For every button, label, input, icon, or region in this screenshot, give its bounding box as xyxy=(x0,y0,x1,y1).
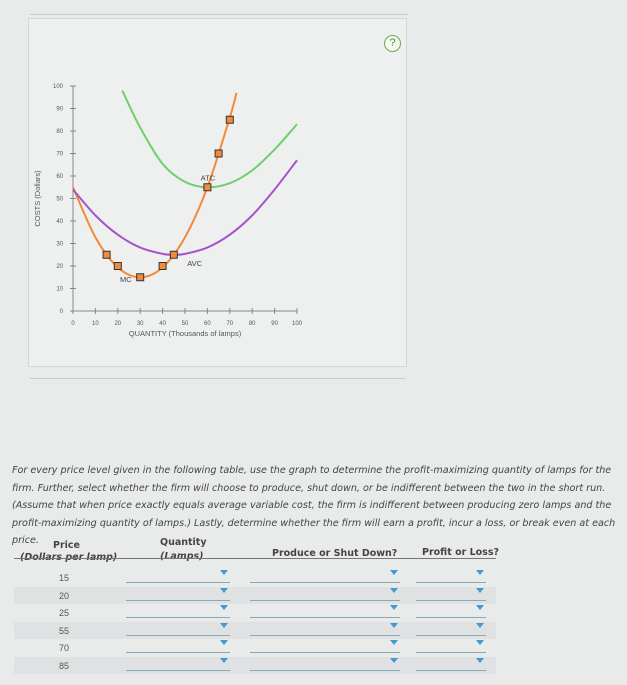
price-cell: 25 xyxy=(59,608,70,618)
quantity-dropdown[interactable] xyxy=(126,639,230,653)
chevron-down-icon xyxy=(220,640,228,645)
table-row: 70 xyxy=(14,639,496,657)
header-quantity: Quantity xyxy=(160,537,207,548)
x-tick-label: 60 xyxy=(204,321,211,327)
avc-curve xyxy=(72,159,298,256)
chevron-down-icon xyxy=(390,570,398,575)
profit-dropdown[interactable] xyxy=(416,639,486,653)
profit-dropdown[interactable] xyxy=(416,587,486,601)
chevron-down-icon xyxy=(390,622,398,628)
graph-panel xyxy=(28,18,407,367)
chevron-down-icon xyxy=(220,605,228,610)
produce-dropdown[interactable] xyxy=(250,657,400,671)
instructions-text: For every price level given in the follo… xyxy=(12,465,616,546)
y-tick-label: 100 xyxy=(53,84,64,90)
table-row: 85 xyxy=(14,656,496,674)
chevron-down-icon xyxy=(220,622,228,628)
profit-dropdown[interactable] xyxy=(416,657,486,671)
y-tick-label: 90 xyxy=(56,107,63,113)
x-tick-label: 20 xyxy=(114,321,121,327)
produce-dropdown[interactable] xyxy=(250,639,400,653)
mc-point xyxy=(225,115,234,124)
mc-point xyxy=(169,250,178,259)
table-row: 55 xyxy=(14,621,496,639)
chevron-down-icon xyxy=(476,657,484,663)
quantity-dropdown[interactable] xyxy=(126,622,230,636)
mc-point xyxy=(136,273,145,282)
x-tick-label: 10 xyxy=(92,321,99,327)
profit-dropdown[interactable] xyxy=(416,622,486,636)
y-tick-label: 80 xyxy=(56,129,63,135)
table-row: 15 xyxy=(14,569,496,587)
header-quantity-unit: (Lamps) xyxy=(160,551,204,562)
chevron-down-icon xyxy=(390,640,398,645)
x-tick-label: 70 xyxy=(226,321,233,327)
quantity-dropdown[interactable] xyxy=(126,604,230,618)
y-tick-label: 40 xyxy=(56,219,63,225)
chevron-down-icon xyxy=(476,605,484,610)
top-divider xyxy=(30,14,408,15)
profit-dropdown[interactable] xyxy=(416,604,486,618)
chevron-down-icon xyxy=(390,605,398,610)
chevron-down-icon xyxy=(390,657,398,663)
produce-dropdown[interactable] xyxy=(250,622,400,636)
mc-point xyxy=(203,183,212,192)
mc-curve xyxy=(72,92,238,279)
table-row: 20 xyxy=(14,586,496,604)
chevron-down-icon xyxy=(390,587,398,593)
help-button[interactable]: ? xyxy=(384,35,401,52)
x-tick-label: 80 xyxy=(249,321,256,327)
produce-dropdown[interactable] xyxy=(250,569,400,583)
y-tick-label: 0 xyxy=(60,309,64,315)
quantity-dropdown[interactable] xyxy=(126,587,230,601)
profit-dropdown[interactable] xyxy=(416,569,486,583)
section-divider xyxy=(30,378,405,379)
header-price: Price xyxy=(53,540,80,551)
y-tick-label: 10 xyxy=(56,287,63,293)
y-tick-label: 70 xyxy=(56,152,63,158)
price-cell: 55 xyxy=(59,625,70,636)
price-cell: 85 xyxy=(59,660,70,671)
x-tick-label: 100 xyxy=(292,321,303,327)
x-axis-label: QUANTITY (Thousands of lamps) xyxy=(129,329,242,338)
chevron-down-icon xyxy=(476,640,484,645)
x-tick-label: 40 xyxy=(159,321,166,327)
mc-point xyxy=(158,262,167,270)
quantity-dropdown[interactable] xyxy=(126,569,230,583)
quantity-dropdown[interactable] xyxy=(126,657,230,671)
chevron-down-icon xyxy=(220,657,228,663)
table-row: 25 xyxy=(14,604,496,622)
x-tick-label: 0 xyxy=(71,321,75,327)
produce-dropdown[interactable] xyxy=(250,587,400,601)
y-tick-label: 60 xyxy=(56,174,63,180)
y-axis-label: COSTS (Dollars) xyxy=(33,170,42,227)
chevron-down-icon xyxy=(476,570,484,575)
mc-point xyxy=(214,149,223,158)
header-price-unit: (Dollars per lamp) xyxy=(20,552,117,563)
mc-label: MC xyxy=(120,275,132,284)
chevron-down-icon xyxy=(476,587,484,593)
header-profit: Profit or Loss? xyxy=(422,547,499,558)
x-tick-label: 90 xyxy=(271,321,278,327)
produce-dropdown[interactable] xyxy=(250,604,400,618)
chevron-down-icon xyxy=(220,570,228,575)
header-divider xyxy=(14,558,496,559)
chevron-down-icon xyxy=(220,587,228,593)
avc-label: AVC xyxy=(187,259,202,268)
mc-point xyxy=(102,250,111,259)
price-cell: 70 xyxy=(59,643,70,653)
mc-point xyxy=(113,262,122,270)
chevron-down-icon xyxy=(476,622,484,628)
price-cell: 15 xyxy=(59,573,70,583)
cost-curves-chart: 0 10 20 30 40 50 60 70 80 90 100 0 10 20 30 40 50 60 70 80 9… xyxy=(33,84,303,338)
price-cell: 20 xyxy=(59,590,70,601)
x-tick-label: 50 xyxy=(182,321,189,327)
x-tick-label: 30 xyxy=(137,321,144,327)
y-tick-label: 50 xyxy=(56,197,63,203)
atc-label: ATC xyxy=(201,174,216,183)
y-tick-label: 30 xyxy=(56,242,63,248)
header-produce: Produce or Shut Down? xyxy=(272,548,398,559)
y-tick-label: 20 xyxy=(56,264,63,270)
